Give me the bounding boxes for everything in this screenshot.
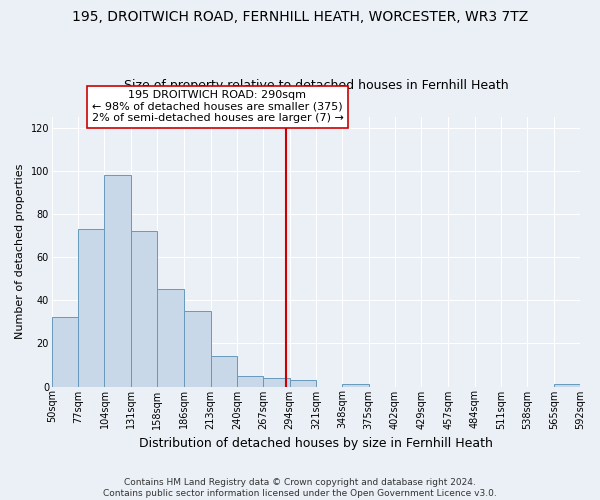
Bar	[211, 356, 237, 386]
Bar	[263, 378, 290, 386]
Bar	[131, 231, 157, 386]
Bar	[342, 384, 368, 386]
Text: 195, DROITWICH ROAD, FERNHILL HEATH, WORCESTER, WR3 7TZ: 195, DROITWICH ROAD, FERNHILL HEATH, WOR…	[72, 10, 528, 24]
Bar	[290, 380, 316, 386]
Text: 195 DROITWICH ROAD: 290sqm
← 98% of detached houses are smaller (375)
2% of semi: 195 DROITWICH ROAD: 290sqm ← 98% of deta…	[92, 90, 343, 124]
Bar	[78, 229, 104, 386]
Bar	[237, 376, 263, 386]
Text: Contains HM Land Registry data © Crown copyright and database right 2024.
Contai: Contains HM Land Registry data © Crown c…	[103, 478, 497, 498]
X-axis label: Distribution of detached houses by size in Fernhill Heath: Distribution of detached houses by size …	[139, 437, 493, 450]
Y-axis label: Number of detached properties: Number of detached properties	[15, 164, 25, 340]
Bar	[554, 384, 580, 386]
Bar	[184, 311, 211, 386]
Bar	[52, 318, 78, 386]
Title: Size of property relative to detached houses in Fernhill Heath: Size of property relative to detached ho…	[124, 79, 508, 92]
Bar	[104, 175, 131, 386]
Bar	[157, 290, 184, 386]
